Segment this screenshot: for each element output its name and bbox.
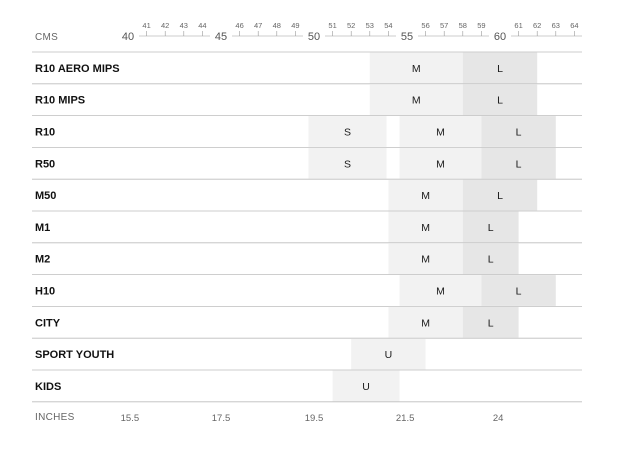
size-band-l bbox=[481, 116, 556, 147]
size-label-m: M bbox=[421, 190, 430, 202]
size-band-l bbox=[462, 52, 538, 84]
size-label-l: L bbox=[488, 254, 494, 266]
cm-minor-tick-61: 61 bbox=[514, 21, 522, 30]
cm-minor-tick-41: 41 bbox=[142, 21, 150, 30]
row-label-m2: M2 bbox=[35, 254, 50, 266]
size-band-l bbox=[462, 211, 519, 243]
size-label-l: L bbox=[516, 127, 522, 139]
size-band-m bbox=[399, 116, 482, 147]
inch-tick: 24 bbox=[493, 413, 504, 424]
row-label-h10: H10 bbox=[35, 286, 55, 298]
row-label-m1: M1 bbox=[35, 222, 50, 234]
size-band-l bbox=[462, 243, 519, 275]
cm-minor-tick-48: 48 bbox=[273, 21, 281, 30]
size-band-l bbox=[481, 275, 556, 306]
size-label-l: L bbox=[516, 286, 522, 298]
cm-minor-tick-51: 51 bbox=[328, 21, 336, 30]
cm-minor-tick-54: 54 bbox=[384, 21, 392, 30]
size-label-l: L bbox=[497, 95, 503, 107]
size-label-s: S bbox=[344, 127, 351, 139]
row-label-city: CITY bbox=[35, 317, 61, 329]
row-label-r10: R10 bbox=[35, 127, 55, 139]
cm-minor-tick-49: 49 bbox=[291, 21, 299, 30]
size-band-l bbox=[462, 306, 519, 338]
cm-minor-tick-47: 47 bbox=[254, 21, 262, 30]
inch-tick: 19.5 bbox=[305, 413, 324, 424]
size-band-m bbox=[399, 275, 482, 306]
size-band-l bbox=[462, 179, 538, 211]
size-label-m: M bbox=[436, 127, 445, 139]
size-band-u bbox=[351, 338, 426, 370]
size-label-u: U bbox=[385, 349, 393, 361]
size-label-l: L bbox=[497, 190, 503, 202]
cm-minor-tick-63: 63 bbox=[552, 21, 560, 30]
size-label-m: M bbox=[412, 63, 421, 75]
cm-minor-tick-52: 52 bbox=[347, 21, 355, 30]
cm-minor-tick-42: 42 bbox=[161, 21, 169, 30]
size-label-l: L bbox=[488, 222, 494, 234]
size-label-m: M bbox=[421, 254, 430, 266]
cm-minor-tick-57: 57 bbox=[440, 21, 448, 30]
cm-minor-tick-59: 59 bbox=[477, 21, 485, 30]
cm-minor-tick-64: 64 bbox=[570, 21, 578, 30]
row-label-m50: M50 bbox=[35, 190, 56, 202]
size-band-m bbox=[388, 243, 463, 275]
inches-axis-label: INCHES bbox=[35, 412, 75, 423]
inch-tick: 15.5 bbox=[121, 413, 140, 424]
cm-minor-tick-43: 43 bbox=[180, 21, 188, 30]
size-label-l: L bbox=[497, 63, 503, 75]
size-label-m: M bbox=[421, 317, 430, 329]
row-label-r10-mips: R10 MIPS bbox=[35, 95, 85, 107]
cm-minor-tick-58: 58 bbox=[459, 21, 467, 30]
size-label-l: L bbox=[488, 317, 494, 329]
size-band-m bbox=[388, 306, 463, 338]
cm-minor-tick-56: 56 bbox=[421, 21, 429, 30]
size-label-s: S bbox=[344, 158, 351, 170]
cms-axis-label: CMS bbox=[35, 32, 59, 43]
cm-minor-tick-53: 53 bbox=[366, 21, 374, 30]
size-band-m bbox=[399, 147, 482, 179]
cm-minor-tick-62: 62 bbox=[533, 21, 541, 30]
size-band-m bbox=[388, 211, 463, 243]
row-label-r50: R50 bbox=[35, 158, 55, 170]
size-label-l: L bbox=[516, 158, 522, 170]
inch-tick: 21.5 bbox=[396, 413, 415, 424]
size-band-l bbox=[462, 84, 538, 116]
size-band-s bbox=[308, 116, 387, 147]
size-band-u bbox=[332, 370, 400, 402]
cm-major-tick-50: 50 bbox=[308, 31, 320, 43]
size-band-m bbox=[388, 179, 463, 211]
size-label-m: M bbox=[412, 95, 421, 107]
inch-tick: 17.5 bbox=[212, 413, 231, 424]
size-label-u: U bbox=[362, 381, 370, 393]
row-label-r10-aero-mips: R10 AERO MIPS bbox=[35, 63, 120, 75]
cm-major-tick-45: 45 bbox=[215, 31, 227, 43]
cm-major-tick-55: 55 bbox=[401, 31, 413, 43]
size-band-m bbox=[369, 84, 463, 116]
size-band-l bbox=[481, 147, 556, 179]
size-band-m bbox=[369, 52, 463, 84]
cm-major-tick-60: 60 bbox=[494, 31, 506, 43]
row-label-sport-youth: SPORT YOUTH bbox=[35, 349, 114, 361]
cm-minor-tick-44: 44 bbox=[198, 21, 206, 30]
size-band-s bbox=[308, 147, 387, 179]
row-label-kids: KIDS bbox=[35, 381, 61, 393]
size-label-m: M bbox=[436, 158, 445, 170]
size-label-m: M bbox=[421, 222, 430, 234]
size-label-m: M bbox=[436, 286, 445, 298]
cm-major-tick-40: 40 bbox=[122, 31, 134, 43]
cm-minor-tick-46: 46 bbox=[235, 21, 243, 30]
